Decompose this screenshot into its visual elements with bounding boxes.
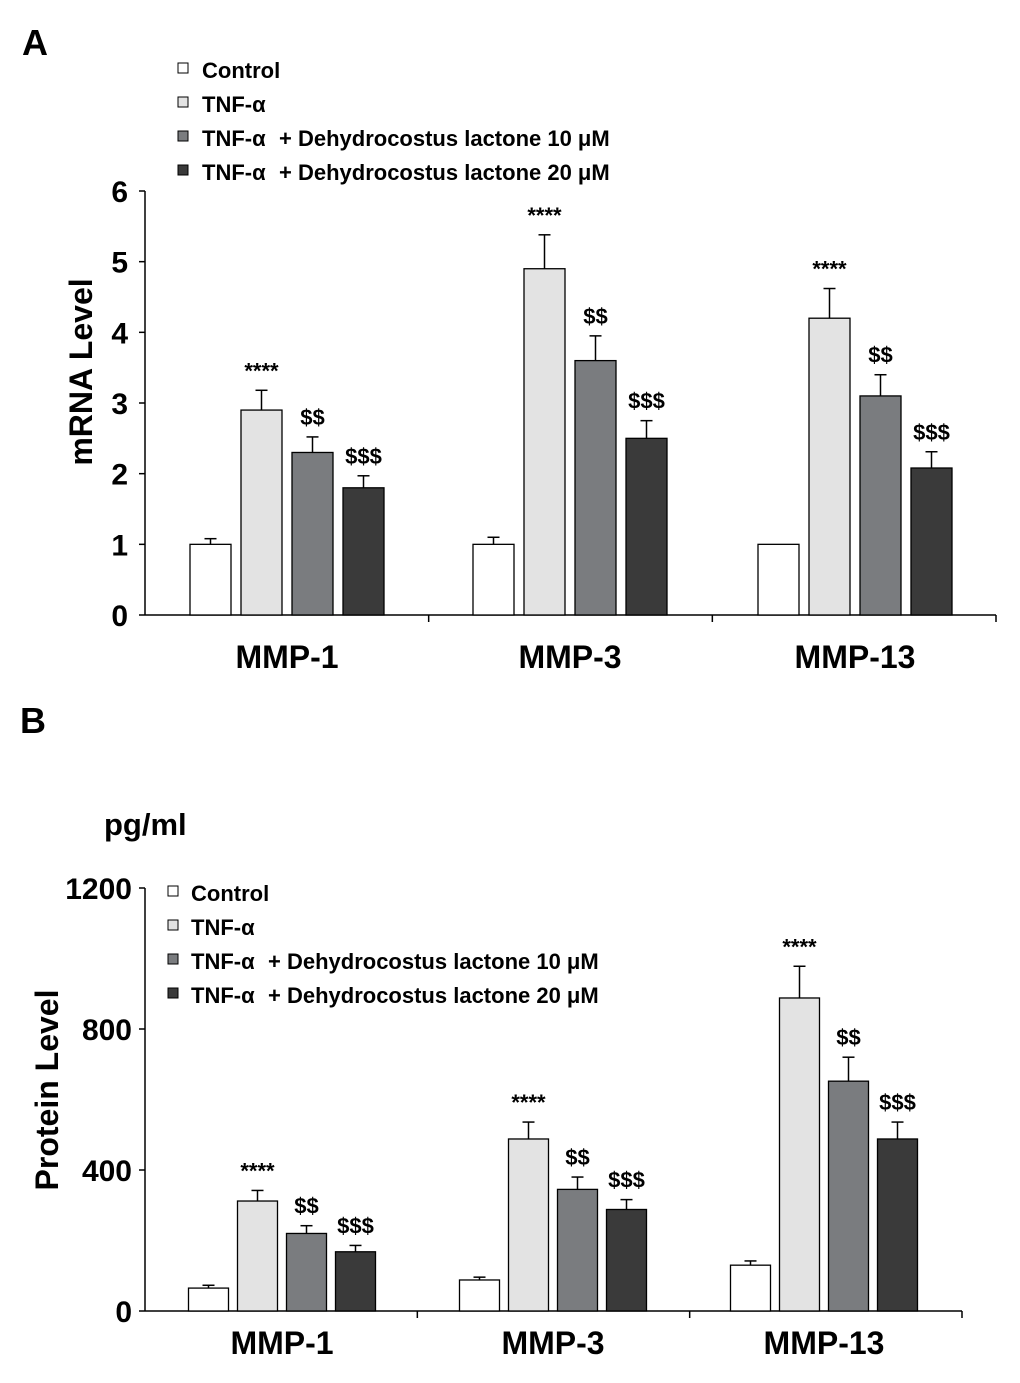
- y-tick-label: 6: [111, 176, 128, 209]
- significance-annotation: ****: [511, 1090, 546, 1115]
- chart-panel-b: Bpg/ml Protein Level 0 400 800 1200 MMP-1 MMP-3…: [20, 700, 963, 1361]
- y-tick-label: 800: [82, 1014, 132, 1047]
- bar: [285, 1232, 328, 1312]
- bar: [458, 1279, 501, 1312]
- panel-label: A: [22, 22, 48, 63]
- bar: [189, 543, 232, 616]
- legend-swatch: [167, 885, 179, 897]
- y-tick-label: 5: [111, 247, 128, 280]
- bar: [625, 437, 668, 616]
- x-category-label: MMP-3: [501, 1325, 604, 1361]
- significance-annotation: $$$: [345, 444, 382, 469]
- y-tick-label: 3: [111, 388, 128, 421]
- bar: [605, 1208, 648, 1312]
- legend-swatch: [177, 62, 189, 74]
- bar: [910, 467, 953, 616]
- significance-annotation: $$$: [913, 420, 950, 445]
- significance-annotation: ****: [240, 1158, 275, 1183]
- significance-annotation: $$$: [337, 1213, 374, 1238]
- y-axis-title: mRNA Level: [63, 278, 99, 465]
- bar: [291, 451, 334, 616]
- bar: [859, 395, 902, 616]
- x-category-label: MMP-13: [764, 1325, 885, 1361]
- y-tick-label: 400: [82, 1155, 132, 1188]
- y-tick-label: 1: [111, 529, 128, 562]
- significance-annotation: $$: [565, 1145, 589, 1170]
- bar: [236, 1200, 279, 1312]
- bar: [808, 317, 851, 616]
- significance-annotation: ****: [782, 934, 817, 959]
- significance-annotation: ****: [527, 203, 562, 228]
- bar: [827, 1080, 870, 1312]
- unit-label: pg/ml: [104, 807, 187, 842]
- x-category-label: MMP-1: [235, 639, 338, 675]
- legend-label: TNF-α: [191, 983, 255, 1008]
- legend-label: TNF-α: [191, 949, 255, 974]
- y-tick-label: 1200: [65, 873, 132, 906]
- legend-label: TNF-α: [202, 160, 266, 185]
- significance-annotation: $$$: [879, 1090, 916, 1115]
- legend-label: Control: [191, 881, 269, 906]
- significance-annotation: $$: [294, 1194, 318, 1219]
- legend-label: TNF-α: [191, 915, 255, 940]
- y-tick-label: 0: [111, 600, 128, 633]
- legend-swatch: [167, 953, 179, 965]
- bar: [187, 1287, 230, 1312]
- x-category-label: MMP-1: [230, 1325, 333, 1361]
- bar: [729, 1264, 772, 1312]
- bar: [507, 1138, 550, 1312]
- legend-label: TNF-α: [202, 126, 266, 151]
- bar: [342, 487, 385, 616]
- bar: [472, 543, 515, 616]
- y-tick-label: 0: [115, 1296, 132, 1329]
- bar: [556, 1188, 599, 1312]
- legend-swatch: [177, 164, 189, 176]
- significance-annotation: $$: [868, 343, 892, 368]
- bar: [778, 997, 821, 1312]
- significance-annotation: $$$: [608, 1168, 645, 1193]
- bar: [334, 1251, 377, 1312]
- legend-label-suffix: + Dehydrocostus lactone 20 μM: [279, 160, 610, 185]
- significance-annotation: ****: [244, 358, 279, 383]
- bar: [574, 359, 617, 616]
- legend-label-suffix: + Dehydrocostus lactone 10 μM: [268, 949, 599, 974]
- bar: [876, 1138, 919, 1312]
- significance-annotation: $$: [836, 1025, 860, 1050]
- bar: [757, 543, 800, 616]
- legend-swatch: [167, 987, 179, 999]
- y-axis-title: Protein Level: [29, 990, 65, 1191]
- x-category-label: MMP-3: [518, 639, 621, 675]
- significance-annotation: $$$: [628, 389, 665, 414]
- y-tick-label: 2: [111, 459, 128, 492]
- bar: [523, 268, 566, 616]
- legend-swatch: [167, 919, 179, 931]
- legend-label: Control: [202, 58, 280, 83]
- panel-label: B: [20, 700, 46, 741]
- legend-swatch: [177, 96, 189, 108]
- legend-swatch: [177, 130, 189, 142]
- significance-annotation: $$: [300, 405, 324, 430]
- significance-annotation: $$: [583, 304, 607, 329]
- bar: [240, 409, 283, 616]
- legend-label-suffix: + Dehydrocostus lactone 20 μM: [268, 983, 599, 1008]
- x-category-label: MMP-13: [795, 639, 916, 675]
- legend-label: TNF-α: [202, 92, 266, 117]
- y-tick-label: 4: [111, 317, 128, 350]
- legend-label-suffix: + Dehydrocostus lactone 10 μM: [279, 126, 610, 151]
- significance-annotation: ****: [812, 257, 847, 282]
